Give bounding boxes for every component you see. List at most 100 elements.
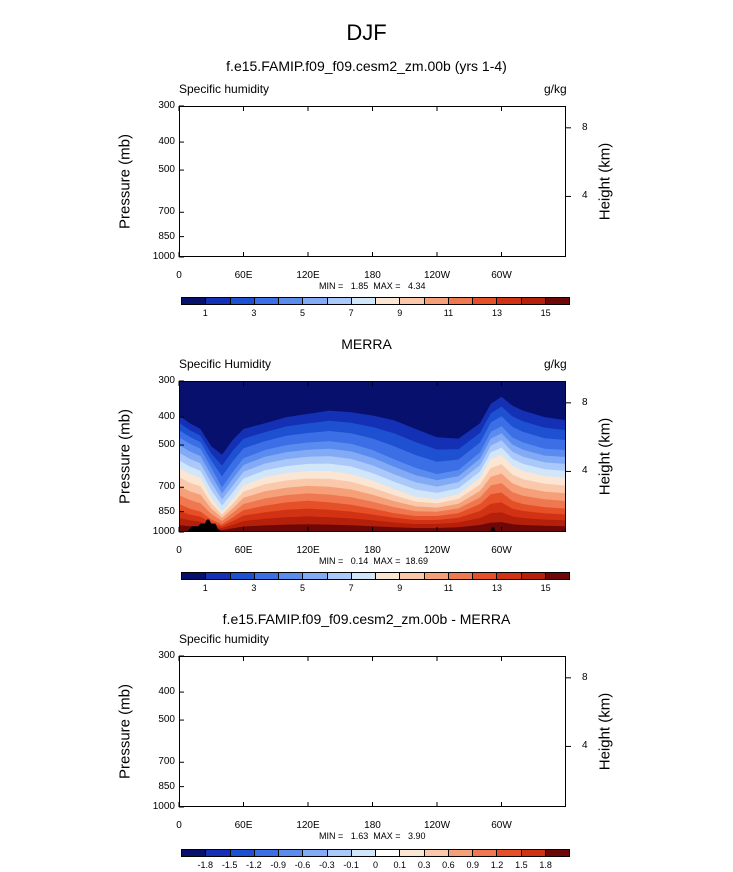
colorbar-label: 5 (300, 308, 306, 318)
y-tick-label: 850 (158, 230, 175, 242)
x-tick-label: 180 (364, 545, 381, 556)
colorbar-label: 13 (492, 308, 503, 318)
colorbar-label: 13 (492, 583, 503, 593)
colorbar-swatch (279, 573, 304, 579)
colorbar-label: 7 (348, 583, 354, 593)
colorbar-swatch (230, 850, 255, 856)
colorbar-label: 0.3 (417, 860, 431, 870)
colorbar-label: 15 (540, 583, 551, 593)
colorbar-label: 1.5 (515, 860, 528, 870)
colorbar-swatch (327, 573, 352, 579)
colorbar-swatch (400, 850, 425, 856)
colorbar-label: -1.8 (197, 860, 214, 870)
colorbar-swatch (473, 573, 498, 579)
colorbar-swatch (521, 573, 546, 579)
colorbar-label: 3 (251, 308, 257, 318)
colorbar-swatch (303, 573, 328, 579)
colorbar-swatch (206, 573, 231, 579)
colorbar-swatch (400, 573, 425, 579)
colorbar-label: 9 (397, 583, 403, 593)
panel-title: f.e15.FAMIP.f09_f09.cesm2_zm.00b (yrs 1-… (226, 58, 507, 74)
colorbar-swatch (230, 573, 255, 579)
x-tick-label: 180 (364, 820, 381, 831)
panel-right-label: g/kg (544, 357, 567, 371)
colorbar-label: 0.6 (442, 860, 455, 870)
colorbar-label: -0.6 (294, 860, 311, 870)
colorbar-label: 15 (540, 308, 551, 318)
colorbar-swatch (254, 298, 279, 304)
colorbar-swatch (545, 850, 569, 856)
y-tick-label: 300 (158, 375, 175, 386)
colorbar-swatch (206, 298, 231, 304)
x-tick-label: 120E (296, 545, 320, 556)
y-tick-label: 500 (158, 164, 175, 176)
panel-title: f.e15.FAMIP.f09_f09.cesm2_zm.00b - MERRA (222, 611, 511, 627)
colorbar-label: 1 (202, 308, 208, 318)
colorbar-label: 7 (348, 308, 354, 318)
y-tick-label: 1000 (152, 251, 175, 262)
y-tick-label: 500 (158, 714, 175, 726)
colorbar-swatch (448, 850, 473, 856)
colorbar-swatch (448, 298, 473, 304)
page-title: DJF (346, 20, 387, 45)
colorbar-swatch (473, 850, 498, 856)
x-tick-label: 60W (491, 820, 512, 831)
colorbar-label: 1 (202, 583, 208, 593)
colorbar-swatch (254, 850, 279, 856)
colorbar-swatch (303, 298, 328, 304)
colorbar-label: -0.3 (319, 860, 335, 870)
y-tick-label: 850 (158, 780, 175, 792)
contour-fill (179, 381, 566, 532)
y-tick-label: 400 (158, 686, 175, 698)
x-tick-label: 180 (364, 270, 381, 281)
min-max-label: MIN = 0.14 MAX = 18.69 (319, 556, 429, 566)
y-tick-label: 500 (158, 439, 175, 451)
y-axis-title: Pressure (mb) (116, 683, 134, 779)
x-tick-label: 0 (176, 545, 182, 556)
colorbar-label: 11 (443, 308, 454, 318)
colorbar-swatch (545, 573, 569, 579)
y-tick-label: 400 (158, 411, 175, 423)
y-tick-label: 400 (158, 136, 175, 148)
colorbar (181, 849, 570, 857)
x-tick-label: 60W (491, 545, 512, 556)
y-tick-label: 700 (158, 756, 175, 768)
height-tick-label: 4 (582, 740, 588, 752)
colorbar-swatch (351, 298, 376, 304)
colorbar (181, 572, 570, 580)
colorbar-swatch (327, 850, 352, 856)
x-tick-label: 60E (234, 270, 253, 281)
colorbar-label: 3 (251, 583, 257, 593)
colorbar-swatch (424, 573, 449, 579)
x-tick-label: 120W (423, 820, 451, 831)
colorbar-swatch (279, 298, 304, 304)
height-tick-label: 8 (582, 396, 588, 408)
topography-mask (490, 527, 498, 532)
x-tick-label: 60E (234, 545, 253, 556)
colorbar-label: 0.1 (393, 860, 407, 870)
colorbar-swatch (376, 573, 401, 579)
colorbar-swatch (545, 298, 569, 304)
topography-mask (187, 519, 222, 532)
colorbar-swatch (206, 850, 231, 856)
y-tick-label: 300 (158, 100, 175, 111)
panel-right-label: g/kg (544, 82, 567, 96)
colorbar-label: -0.9 (270, 860, 286, 870)
x-tick-label: 0 (176, 270, 182, 281)
colorbar-swatch (303, 850, 328, 856)
colorbar (181, 297, 570, 305)
colorbar-swatch (473, 298, 498, 304)
colorbar-swatch (182, 298, 207, 304)
colorbar-swatch (351, 850, 376, 856)
colorbar-swatch (351, 573, 376, 579)
colorbar-swatch (182, 850, 207, 856)
colorbar-label: 9 (397, 308, 403, 318)
panel-left-label: Specific humidity (179, 82, 270, 96)
colorbar-label: 0 (372, 860, 378, 870)
colorbar-swatch (327, 298, 352, 304)
colorbar-swatch (521, 298, 546, 304)
colorbar-swatch (376, 298, 401, 304)
y-tick-label: 700 (158, 206, 175, 218)
colorbar-label: -1.5 (221, 860, 238, 870)
